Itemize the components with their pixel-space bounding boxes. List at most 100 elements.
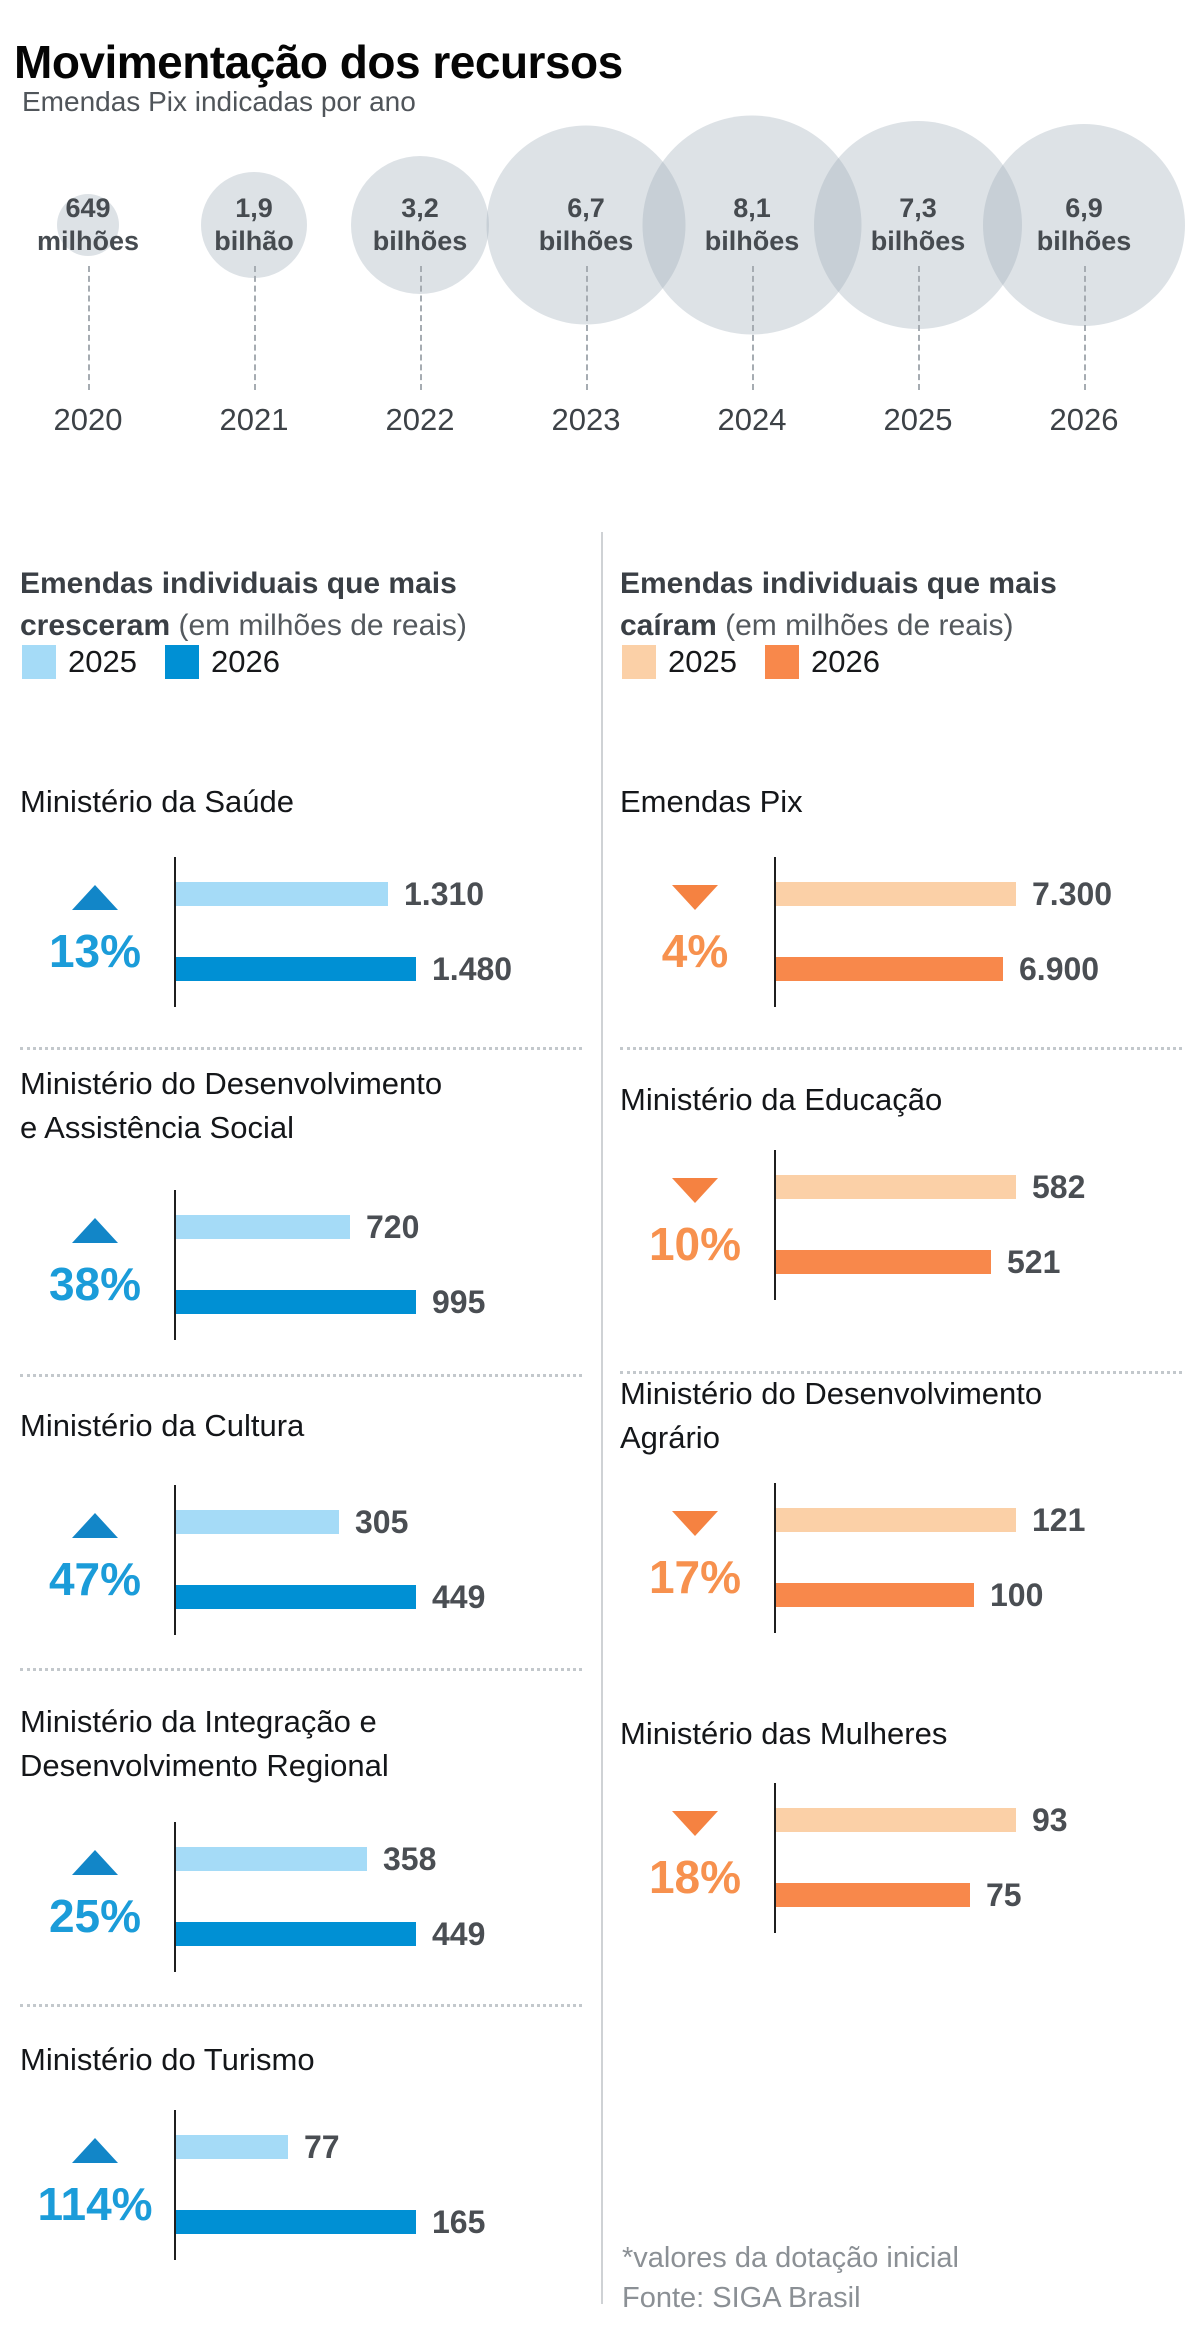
up-triangle-icon (72, 1218, 118, 1243)
footer: *valores da dotação inicial Fonte: SIGA … (622, 2238, 959, 2318)
decline-section-heading: Emendas individuais que mais caíram (em … (620, 566, 1057, 642)
bubble-connector-line (586, 266, 588, 390)
bar-value: 77 (304, 2128, 340, 2165)
change-indicator: 18% (620, 1811, 770, 1904)
block-title: Ministério da Saúde (20, 784, 294, 819)
bar-value: 305 (355, 1503, 409, 1540)
legend-item-2026: 2026 (164, 644, 280, 680)
change-percent: 4% (661, 925, 729, 977)
bar-value: 121 (1032, 1501, 1086, 1538)
bar-value: 100 (990, 1576, 1044, 1613)
bar-value: 165 (432, 2203, 486, 2240)
axis-line (174, 1190, 176, 1340)
bar-2026 (776, 1583, 974, 1607)
legend-swatch-2025 (622, 645, 656, 679)
axis-line (174, 1485, 176, 1635)
bubble-2022: 3,2 bilhões 2022 (337, 150, 503, 470)
bar-value: 995 (432, 1283, 486, 1320)
block-ministerio-do-turismo: Ministério do Turismo 114% 77 165 (20, 2038, 580, 2260)
change-percent: 25% (48, 1890, 142, 1942)
separator (20, 2004, 582, 2007)
block-title: Emendas Pix (620, 784, 803, 819)
block-title: Ministério da Integração e Desenvolvimen… (20, 1704, 389, 1783)
bar-2025 (776, 882, 1016, 906)
legend-item-2026: 2026 (764, 644, 880, 680)
bar-2025 (176, 1847, 367, 1871)
bar-2025 (176, 882, 388, 906)
bubble-value: 8,1 bilhões (704, 193, 800, 256)
block-title: Ministério do Desenvolvimento e Assistên… (20, 1066, 443, 1145)
change-indicator: 13% (20, 885, 170, 978)
bar-value: 358 (383, 1840, 437, 1877)
bubble-circle (57, 194, 119, 256)
legend-swatch-2026 (164, 645, 199, 679)
down-triangle-icon (672, 1811, 718, 1836)
bubble-connector-line (1084, 266, 1086, 390)
change-percent: 47% (48, 1553, 142, 1605)
legend-item-2025: 2025 (622, 644, 737, 680)
block-ministerio-da-saude: Ministério da Saúde 13% 1.310 1.480 (20, 780, 580, 1007)
bubble-connector-line (88, 266, 90, 390)
change-percent: 10% (648, 1218, 742, 1270)
legend-item-2025: 2025 (22, 644, 137, 680)
change-indicator: 47% (20, 1513, 170, 1606)
year-label: 2023 (551, 402, 621, 437)
block-ministerio-da-educacao: Ministério da Educação 10% 582 521 (620, 1078, 1180, 1300)
bar-value: 75 (986, 1876, 1022, 1913)
change-percent: 38% (48, 1258, 142, 1310)
bubble-2023: 6,7 bilhões 2023 (486, 125, 686, 470)
block-emendas-pix: Emendas Pix 4% 7.300 6.900 (620, 780, 1180, 1007)
year-label: 2025 (883, 402, 953, 437)
change-indicator: 114% (20, 2138, 170, 2231)
bubble-2025: 7,3 bilhões 2025 (814, 121, 1022, 470)
bubble-circle (201, 172, 307, 278)
footer-note: *valores da dotação inicial (622, 2242, 959, 2274)
bar-value: 720 (366, 1208, 420, 1245)
up-triangle-icon (72, 1850, 118, 1875)
axis-line (774, 1783, 776, 1933)
block-ministerio-desenvolvimento-agrario: Ministério do Desenvolvimento Agrário 17… (620, 1372, 1180, 1633)
change-percent: 13% (48, 925, 142, 977)
page-subtitle: Emendas Pix indicadas por ano (22, 86, 416, 117)
block-title: Ministério das Mulheres (620, 1716, 948, 1751)
bar-2025 (176, 1510, 339, 1534)
bar-2025 (776, 1808, 1016, 1832)
bar-value: 1.480 (432, 950, 513, 987)
year-label: 2020 (53, 402, 123, 437)
change-indicator: 38% (20, 1218, 170, 1311)
change-percent: 18% (648, 1851, 742, 1903)
bar-2025 (176, 2135, 288, 2159)
block-ministerio-desenvolvimento-social: Ministério do Desenvolvimento e Assistên… (20, 1062, 580, 1340)
bar-value: 6.900 (1019, 950, 1100, 987)
bar-value: 7.300 (1032, 875, 1113, 912)
up-triangle-icon (72, 2138, 118, 2163)
axis-line (774, 1483, 776, 1633)
change-percent: 17% (648, 1551, 742, 1603)
bar-2026 (176, 957, 416, 981)
year-label: 2024 (717, 402, 787, 437)
block-title: Ministério da Cultura (20, 1408, 305, 1443)
axis-line (174, 1822, 176, 1972)
change-percent: 114% (37, 2178, 153, 2230)
bar-2026 (176, 1585, 416, 1609)
year-label: 2026 (1049, 402, 1119, 437)
bubble-2024: 8,1 bilhões 2024 (642, 115, 862, 470)
bar-2026 (176, 2210, 416, 2234)
separator (620, 1371, 1182, 1374)
bar-value: 521 (1007, 1243, 1061, 1280)
down-triangle-icon (672, 1511, 718, 1536)
change-indicator: 17% (620, 1511, 770, 1604)
bubble-2021: 1,9 bilhão 2021 (171, 150, 337, 470)
bar-value: 449 (432, 1578, 486, 1615)
block-title: Ministério do Desenvolvimento Agrário (620, 1376, 1043, 1455)
axis-line (774, 857, 776, 1007)
bar-2025 (776, 1175, 1016, 1199)
bar-value: 93 (1032, 1801, 1068, 1838)
page-title: Movimentação dos recursos (14, 35, 623, 88)
bubble-connector-line (918, 266, 920, 390)
separator (20, 1668, 582, 1671)
year-label: 2021 (219, 402, 289, 437)
bubble-value: 3,2 bilhões (372, 193, 468, 256)
bubble-value: 6,9 bilhões (1036, 193, 1132, 256)
